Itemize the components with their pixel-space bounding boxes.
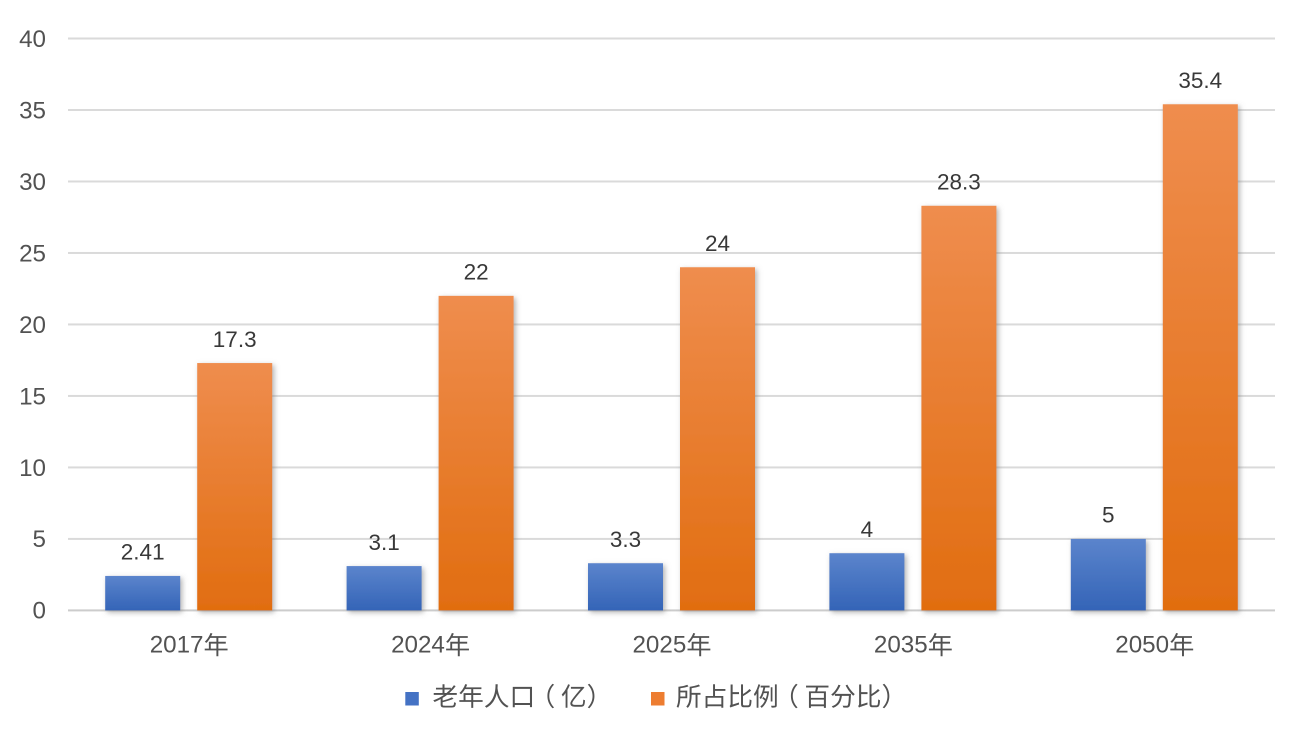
svg-text:2025: 2025 (632, 632, 686, 659)
svg-text:5: 5 (33, 526, 46, 553)
svg-text:35.4: 35.4 (1178, 68, 1222, 93)
svg-text:24: 24 (705, 231, 730, 256)
svg-text:3.1: 3.1 (368, 530, 399, 555)
svg-text:15: 15 (19, 383, 46, 410)
svg-text:3.3: 3.3 (610, 527, 641, 552)
svg-text:4: 4 (861, 517, 874, 542)
svg-text:2017: 2017 (150, 632, 204, 659)
svg-text:17.3: 17.3 (213, 327, 257, 352)
svg-text:20: 20 (19, 312, 46, 339)
svg-text:0: 0 (33, 598, 46, 625)
svg-text:40: 40 (19, 26, 46, 53)
svg-text:2050: 2050 (1115, 632, 1169, 659)
svg-text:35: 35 (19, 97, 46, 124)
svg-text:2.41: 2.41 (121, 540, 165, 565)
svg-text:2024: 2024 (391, 632, 445, 659)
svg-text:5: 5 (1102, 503, 1115, 528)
svg-text:10: 10 (19, 455, 46, 482)
svg-text:22: 22 (464, 260, 489, 285)
svg-text:28.3: 28.3 (937, 170, 981, 195)
svg-text:2035: 2035 (874, 632, 928, 659)
svg-text:30: 30 (19, 169, 46, 196)
svg-text:25: 25 (19, 240, 46, 267)
